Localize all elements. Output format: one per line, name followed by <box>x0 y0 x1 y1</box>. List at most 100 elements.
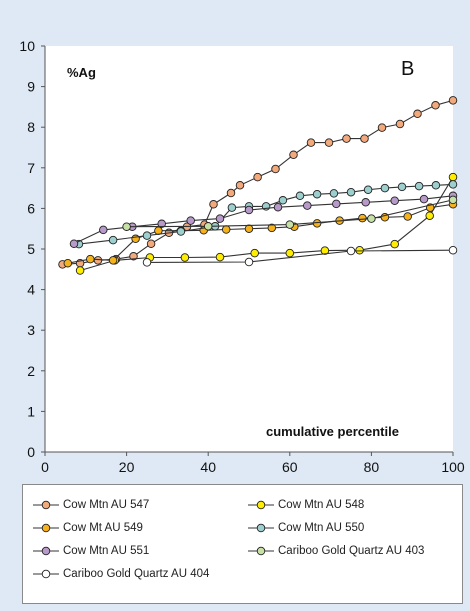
data-point <box>419 194 429 204</box>
data-point <box>425 211 434 220</box>
data-point <box>69 239 79 248</box>
data-point <box>215 214 225 223</box>
legend-label: Cow Mt AU 549 <box>63 522 143 534</box>
legend-swatch <box>33 569 59 579</box>
series-2 <box>75 172 458 275</box>
data-point <box>358 213 367 223</box>
legend-label: Cow Mtn AU 548 <box>278 499 365 511</box>
data-point <box>226 188 236 198</box>
legend-label: Cariboo Gold Quartz AU 404 <box>63 568 210 580</box>
y-tick-label: 8 <box>27 119 35 135</box>
data-point <box>108 256 118 265</box>
data-point <box>403 212 412 221</box>
x-tick-label: 0 <box>41 459 49 475</box>
data-point <box>267 223 277 233</box>
data-point <box>244 257 254 267</box>
data-point <box>142 258 152 267</box>
y-axis-label: %Ag <box>67 65 96 80</box>
legend-swatch <box>248 546 274 556</box>
y-tick-label: 9 <box>27 79 35 95</box>
data-point <box>221 225 231 234</box>
x-tick-label: 60 <box>282 459 298 475</box>
data-point <box>176 227 186 236</box>
y-tick-label: 5 <box>27 241 35 257</box>
legend-swatch <box>33 546 59 556</box>
y-tick-label: 4 <box>27 282 35 298</box>
data-point <box>360 134 369 143</box>
legend-item: Cow Mtn AU 550 <box>248 518 364 538</box>
legend-swatch <box>248 500 274 510</box>
legend-item: Cow Mtn AU 551 <box>33 541 149 561</box>
legend-label: Cow Mtn AU 551 <box>63 545 150 557</box>
data-point <box>306 138 316 147</box>
legend-item: Cariboo Gold Quartz AU 404 <box>33 564 209 584</box>
y-tick-label: 2 <box>27 363 35 379</box>
series-4 <box>74 180 458 249</box>
data-point <box>312 219 322 228</box>
data-point <box>395 119 405 129</box>
data-point <box>448 172 458 182</box>
data-point <box>253 172 262 182</box>
data-point <box>209 200 218 209</box>
data-point <box>289 150 298 160</box>
data-point <box>75 266 85 275</box>
data-point <box>142 231 152 240</box>
data-point <box>108 235 118 245</box>
x-axis-label: cumulative percentile <box>266 424 399 439</box>
data-point <box>235 181 245 190</box>
y-tick-label: 0 <box>27 444 35 460</box>
data-point <box>227 203 237 212</box>
data-point <box>86 254 95 264</box>
x-tick-label: 40 <box>200 459 216 475</box>
legend: Cow Mtn AU 547 Cow Mtn AU 548 Cow Mt AU 54… <box>22 484 463 604</box>
legend-label: Cow Mtn AU 547 <box>63 499 150 511</box>
legend-item: Cariboo Gold Quartz AU 403 <box>248 541 424 561</box>
plot-background <box>45 46 453 452</box>
data-point <box>390 239 399 249</box>
data-point <box>346 246 356 256</box>
data-point <box>448 180 458 189</box>
legend-label: Cow Mtn AU 550 <box>278 522 365 534</box>
legend-swatch <box>33 500 59 510</box>
legend-item: Cow Mt AU 549 <box>33 518 143 538</box>
data-point <box>244 205 254 215</box>
data-point <box>93 256 103 265</box>
x-tick-label: 100 <box>441 459 465 475</box>
series-layer <box>58 96 458 275</box>
data-point <box>431 101 440 110</box>
data-point <box>380 183 390 193</box>
y-tick-label: 7 <box>27 160 35 176</box>
series-line <box>79 176 454 272</box>
data-point <box>390 196 399 205</box>
data-point <box>131 234 140 244</box>
x-tick-label: 20 <box>119 459 135 475</box>
data-point <box>414 181 424 191</box>
data-point <box>250 248 259 258</box>
data-point <box>278 196 288 205</box>
legend-item: Cow Mtn AU 547 <box>33 495 149 515</box>
data-point <box>122 222 131 231</box>
data-point <box>363 185 373 194</box>
legend-item: Cow Mtn AU 548 <box>248 495 364 515</box>
y-tick-label: 10 <box>19 38 35 54</box>
data-point <box>186 216 195 225</box>
data-point <box>397 182 407 192</box>
series-6 <box>122 195 458 231</box>
data-point <box>448 245 458 255</box>
data-point <box>324 138 334 147</box>
data-point <box>303 201 312 210</box>
data-point <box>320 246 330 255</box>
data-point <box>285 248 295 258</box>
data-point <box>431 181 441 190</box>
legend-label: Cariboo Gold Quartz AU 403 <box>278 545 425 557</box>
data-point <box>273 202 283 212</box>
y-tick-label: 6 <box>27 200 35 216</box>
data-point <box>413 109 422 119</box>
series-7 <box>142 245 458 267</box>
data-point <box>361 198 370 207</box>
legend-swatch <box>248 523 274 533</box>
y-tick-label: 3 <box>27 322 35 338</box>
data-point <box>377 123 387 132</box>
data-point <box>448 195 458 205</box>
